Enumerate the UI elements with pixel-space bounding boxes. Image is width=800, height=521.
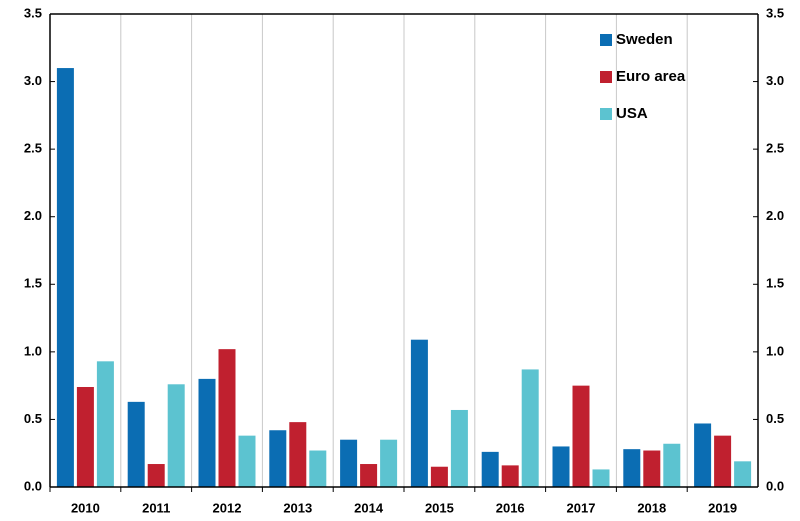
bar (360, 464, 378, 487)
y-tick-label: 3.0 (24, 73, 42, 88)
bar (167, 384, 185, 487)
bar (643, 450, 661, 487)
y-tick-label: 1.5 (24, 276, 42, 291)
x-tick-label: 2010 (71, 500, 100, 515)
x-tick-label: 2018 (637, 500, 666, 515)
bar (694, 423, 712, 487)
y-tick-label: 0.0 (24, 478, 42, 493)
x-tick-label: 2017 (567, 500, 596, 515)
bar (76, 386, 94, 487)
bar (198, 378, 216, 487)
bar (127, 401, 145, 487)
bar (430, 466, 448, 487)
y2-tick-label: 3.5 (766, 5, 784, 20)
bar (56, 68, 74, 488)
y-tick-label: 2.5 (24, 141, 42, 156)
legend-label: USA (616, 105, 648, 122)
legend-label: Euro area (616, 68, 686, 85)
bar (380, 439, 398, 487)
bar (734, 461, 752, 487)
x-tick-label: 2019 (708, 500, 737, 515)
y-tick-label: 3.5 (24, 5, 42, 20)
y2-tick-label: 2.5 (766, 141, 784, 156)
x-tick-label: 2016 (496, 500, 525, 515)
x-tick-label: 2013 (283, 500, 312, 515)
bar (481, 451, 499, 487)
y2-tick-label: 0.0 (766, 478, 784, 493)
legend-swatch (600, 71, 612, 83)
bar (572, 385, 590, 487)
y2-tick-label: 1.0 (766, 343, 784, 358)
bar (623, 449, 641, 487)
x-tick-label: 2012 (213, 500, 242, 515)
legend-swatch (600, 108, 612, 120)
bar (147, 464, 165, 487)
bar (450, 409, 468, 487)
x-tick-label: 2011 (142, 500, 170, 515)
bar (340, 439, 358, 487)
bar (592, 469, 610, 487)
bar (289, 422, 307, 487)
y2-tick-label: 0.5 (766, 411, 784, 426)
y-tick-label: 0.5 (24, 411, 42, 426)
bar (521, 369, 539, 487)
bar (238, 435, 256, 487)
bar (269, 430, 287, 487)
bar (714, 435, 732, 487)
x-tick-label: 2015 (425, 500, 454, 515)
legend-label: Sweden (616, 31, 673, 48)
y2-tick-label: 3.0 (766, 73, 784, 88)
y2-tick-label: 2.0 (766, 208, 784, 223)
bar (410, 339, 428, 487)
bar (309, 450, 327, 487)
legend-swatch (600, 34, 612, 46)
bar (552, 446, 570, 487)
y-tick-label: 1.0 (24, 343, 42, 358)
x-tick-label: 2014 (354, 500, 384, 515)
bar (501, 465, 519, 487)
y2-tick-label: 1.5 (766, 276, 784, 291)
bar (96, 361, 114, 487)
bar (218, 349, 236, 487)
bar (663, 443, 681, 487)
y-tick-label: 2.0 (24, 208, 42, 223)
